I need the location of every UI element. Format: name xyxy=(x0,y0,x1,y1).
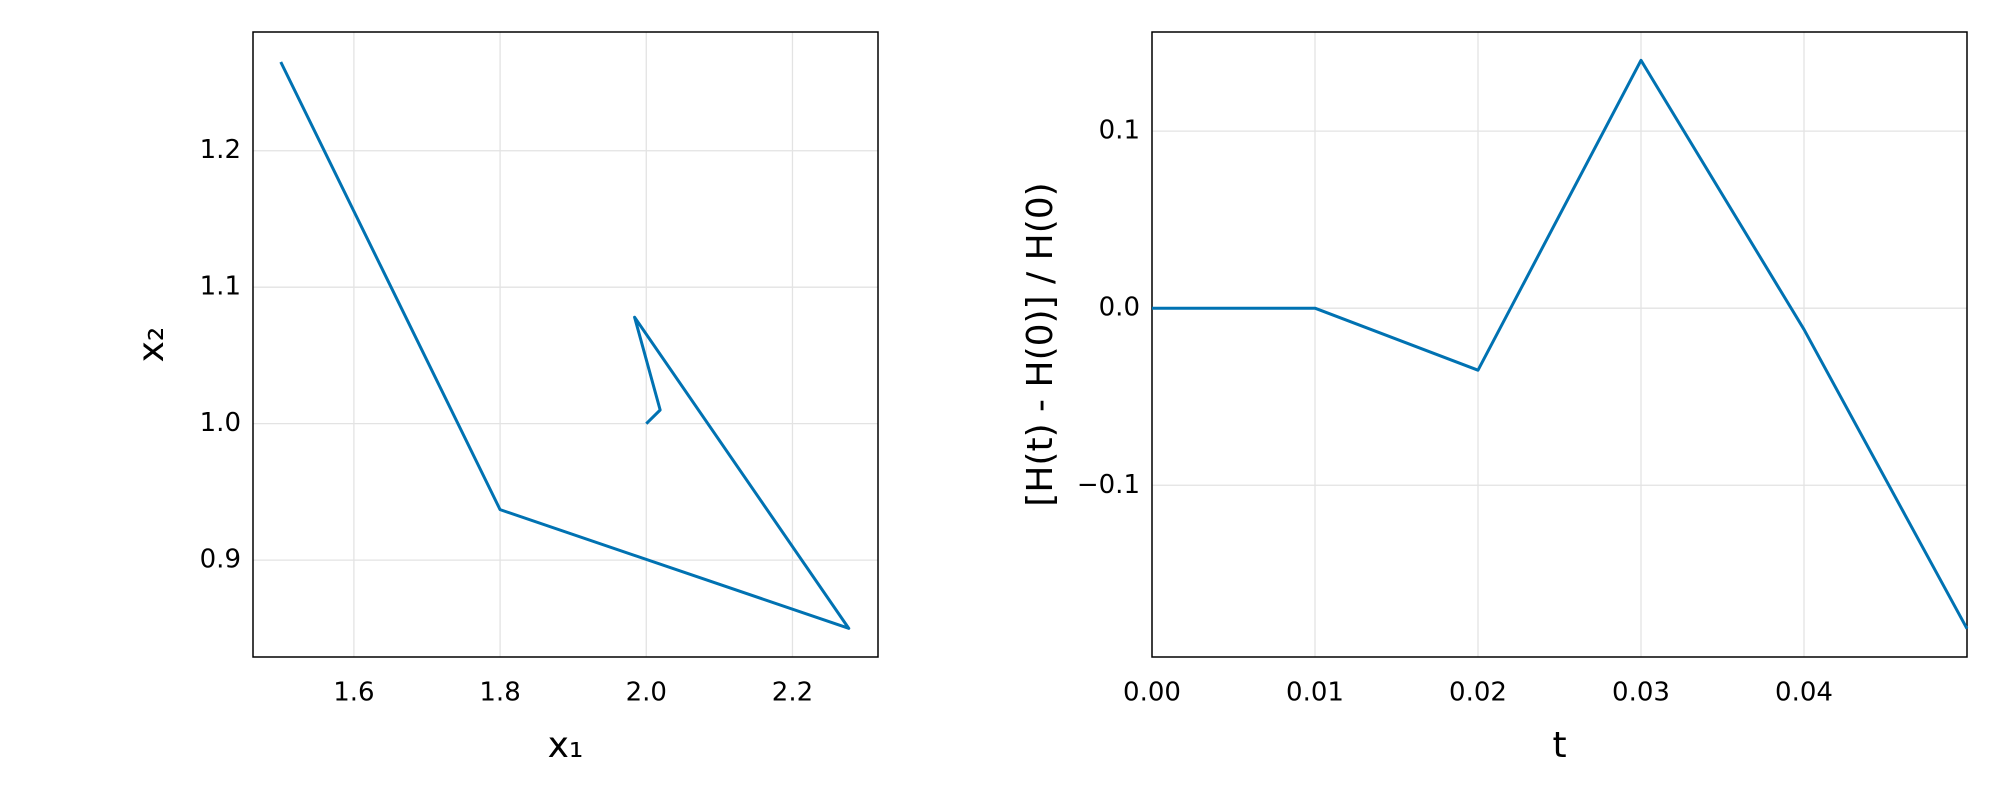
y-tick-label: 0.9 xyxy=(200,545,241,575)
x-tick-label: 0.00 xyxy=(1123,678,1181,708)
x-tick-label: 0.01 xyxy=(1286,678,1344,708)
axis-label: x₂ xyxy=(131,327,172,363)
axis-label: t xyxy=(1552,725,1566,766)
line xyxy=(279,61,851,630)
y-tick-label: 0.0 xyxy=(1099,293,1140,323)
x-tick-label: 1.8 xyxy=(479,678,520,708)
x-tick-label: 0.03 xyxy=(1612,678,1670,708)
y-tick-label: −0.1 xyxy=(1077,470,1140,500)
x-tick-label: 2.2 xyxy=(772,678,813,708)
plot-frame xyxy=(1151,31,1968,658)
axis-label: x₁ xyxy=(548,725,584,766)
plot-frame xyxy=(252,31,879,658)
y-tick-label: 0.1 xyxy=(1099,116,1140,146)
y-tick-label: 1.0 xyxy=(200,408,241,438)
y-tick-label: 1.2 xyxy=(200,135,241,165)
x-tick-label: 2.0 xyxy=(626,678,667,708)
x-tick-label: 0.04 xyxy=(1775,678,1833,708)
axis-label: [H(t) - H(0)] / H(0) xyxy=(1020,182,1061,506)
x-tick-label: 1.6 xyxy=(333,678,374,708)
x-tick-label: 0.02 xyxy=(1449,678,1507,708)
y-tick-label: 1.1 xyxy=(200,272,241,302)
line xyxy=(1152,58,1969,630)
